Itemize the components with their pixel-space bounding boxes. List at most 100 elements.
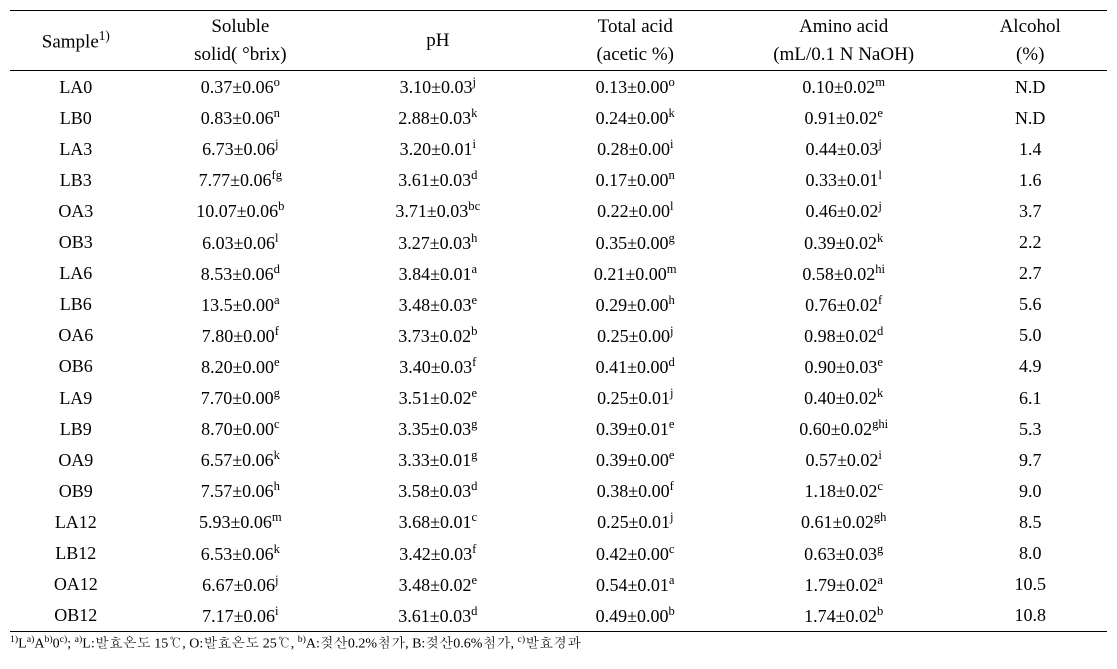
cell-sup: j (878, 199, 882, 213)
cell-sample: OB12 (10, 600, 142, 632)
cell-soluble: 13.5±0.00a (142, 289, 339, 320)
cell-value: 6.67±0.06 (202, 575, 275, 595)
cell-sup: k (274, 448, 280, 462)
cell-alcohol: 6.1 (953, 382, 1107, 413)
cell-amino-acid: 0.46±0.02j (734, 195, 953, 226)
cell-value: 3.40±0.03 (399, 357, 472, 377)
cell-sample: OB3 (10, 227, 142, 258)
col-label: Amino acid (799, 16, 888, 37)
cell-total-acid: 0.25±0.00j (537, 320, 734, 351)
col-label: Total acid (598, 16, 673, 37)
cell-value: 0.40±0.02 (804, 388, 877, 408)
col-sup: 1) (99, 28, 110, 43)
cell-value: OA12 (54, 574, 98, 594)
cell-value: 0.22±0.00 (597, 201, 670, 221)
cell-value: 3.61±0.03 (398, 606, 471, 626)
cell-amino-acid: 0.63±0.03g (734, 538, 953, 569)
cell-value: 9.0 (1019, 481, 1042, 501)
cell-value: 0.29±0.00 (596, 295, 669, 315)
cell-alcohol: 5.6 (953, 289, 1107, 320)
cell-soluble: 8.20±0.00e (142, 351, 339, 382)
cell-sup: f (472, 542, 476, 556)
cell-value: 0.25±0.00 (597, 326, 670, 346)
cell-sup: m (272, 510, 282, 524)
cell-value: 5.3 (1019, 419, 1042, 439)
cell-sup: g (471, 417, 477, 431)
cell-ph: 3.35±0.03g (339, 413, 536, 444)
cell-sup: gh (874, 510, 887, 524)
cell-sup: e (471, 573, 477, 587)
cell-value: LA3 (59, 139, 92, 159)
cell-value: 0.38±0.00 (597, 481, 670, 501)
cell-sup: e (669, 417, 675, 431)
cell-value: 0.10±0.02 (802, 77, 875, 97)
cell-soluble: 7.57±0.06h (142, 475, 339, 506)
cell-value: 3.20±0.01 (400, 139, 473, 159)
cell-sample: LA6 (10, 258, 142, 289)
cell-value: 13.5±0.00 (201, 295, 274, 315)
cell-value: LA6 (59, 263, 92, 283)
cell-value: 4.9 (1019, 356, 1042, 376)
cell-value: 0.39±0.00 (596, 450, 669, 470)
cell-value: 3.48±0.03 (399, 295, 472, 315)
table-footnote: 1)La)Ab)0c); a)L:발효온도 15℃, O:발효온도 25℃, b… (10, 632, 1107, 654)
cell-soluble: 6.57±0.06k (142, 444, 339, 475)
cell-soluble: 0.37±0.06o (142, 71, 339, 103)
cell-value: 0.37±0.06 (201, 77, 274, 97)
col-ph: pH (339, 11, 536, 71)
cell-amino-acid: 1.79±0.02a (734, 569, 953, 600)
cell-sample: LA9 (10, 382, 142, 413)
cell-value: 0.63±0.03 (804, 544, 877, 564)
cell-value: 0.83±0.06 (201, 108, 274, 128)
cell-ph: 3.20±0.01i (339, 133, 536, 164)
cell-amino-acid: 0.44±0.03j (734, 133, 953, 164)
cell-sup: b (669, 604, 675, 618)
cell-value: 0.44±0.03 (805, 139, 878, 159)
cell-total-acid: 0.29±0.00h (537, 289, 734, 320)
cell-sup: f (878, 293, 882, 307)
data-table: Sample1)Solublesolid( °brix)pHTotal acid… (10, 10, 1107, 632)
cell-sup: l (275, 231, 279, 245)
cell-value: 3.58±0.03 (398, 481, 471, 501)
col-sample: Sample1) (10, 11, 142, 71)
cell-amino-acid: 0.57±0.02i (734, 444, 953, 475)
table-row: OA126.67±0.06j3.48±0.02e0.54±0.01a1.79±0… (10, 569, 1107, 600)
cell-sup: c (669, 542, 675, 556)
cell-sup: f (670, 479, 674, 493)
cell-total-acid: 0.22±0.00l (537, 195, 734, 226)
cell-value: 3.35±0.03 (398, 419, 471, 439)
cell-ph: 3.61±0.03d (339, 600, 536, 632)
cell-sup: f (472, 355, 476, 369)
footnote-sup: b) (298, 634, 306, 645)
cell-value: N.D (1015, 77, 1046, 97)
cell-sup: d (471, 479, 477, 493)
table-row: LA00.37±0.06o3.10±0.03j0.13±0.00o0.10±0.… (10, 71, 1107, 103)
cell-value: 0.25±0.01 (597, 388, 670, 408)
cell-value: 6.53±0.06 (201, 544, 274, 564)
cell-alcohol: 10.5 (953, 569, 1107, 600)
cell-value: 0.21±0.00 (594, 264, 667, 284)
cell-value: 8.5 (1019, 512, 1042, 532)
cell-ph: 3.40±0.03f (339, 351, 536, 382)
cell-total-acid: 0.49±0.00b (537, 600, 734, 632)
cell-total-acid: 0.25±0.01j (537, 506, 734, 537)
cell-alcohol: 9.7 (953, 444, 1107, 475)
footnote-text: L (18, 636, 27, 651)
cell-value: 5.93±0.06 (199, 512, 272, 532)
cell-sample: OA3 (10, 195, 142, 226)
cell-value: 3.73±0.02 (398, 326, 471, 346)
cell-amino-acid: 0.40±0.02k (734, 382, 953, 413)
cell-value: 3.51±0.02 (399, 388, 472, 408)
cell-value: 8.0 (1019, 543, 1042, 563)
cell-soluble: 8.53±0.06d (142, 258, 339, 289)
cell-value: 1.79±0.02 (804, 575, 877, 595)
cell-sup: j (275, 137, 279, 151)
cell-value: OB9 (59, 481, 93, 501)
cell-alcohol: 8.0 (953, 538, 1107, 569)
col-alcohol: Alcohol(%) (953, 11, 1107, 71)
cell-value: LB0 (60, 108, 92, 128)
cell-ph: 3.48±0.03e (339, 289, 536, 320)
cell-value: OB6 (59, 356, 93, 376)
cell-sample: OB9 (10, 475, 142, 506)
cell-soluble: 10.07±0.06b (142, 195, 339, 226)
